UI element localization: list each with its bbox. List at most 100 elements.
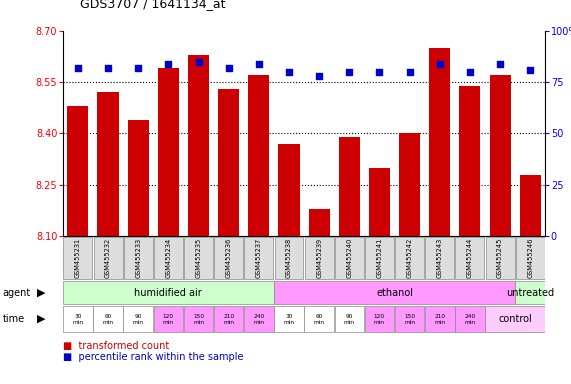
Bar xyxy=(395,306,424,332)
Bar xyxy=(158,68,179,236)
Text: 60
min: 60 min xyxy=(313,314,325,324)
Point xyxy=(526,67,535,73)
Bar xyxy=(63,306,93,332)
Bar xyxy=(429,48,451,236)
Bar xyxy=(94,237,123,280)
Bar xyxy=(274,306,304,332)
Bar xyxy=(304,306,334,332)
Point xyxy=(103,65,112,71)
Text: GSM455241: GSM455241 xyxy=(376,238,383,278)
Point xyxy=(254,61,263,67)
Bar xyxy=(365,237,394,280)
Bar xyxy=(425,306,455,332)
Text: ■  percentile rank within the sample: ■ percentile rank within the sample xyxy=(63,352,243,362)
Bar xyxy=(214,237,243,280)
Text: GSM455245: GSM455245 xyxy=(497,238,503,278)
Bar xyxy=(279,144,300,236)
Bar xyxy=(399,133,420,236)
Text: 210
min: 210 min xyxy=(223,314,234,324)
Point xyxy=(73,65,82,71)
Text: 150
min: 150 min xyxy=(193,314,204,324)
Point xyxy=(405,69,414,75)
Point xyxy=(194,58,203,65)
Bar xyxy=(184,237,213,280)
Text: GSM455231: GSM455231 xyxy=(75,238,81,278)
Text: untreated: untreated xyxy=(506,288,554,298)
Bar xyxy=(516,281,545,304)
Text: 90
min: 90 min xyxy=(132,314,144,324)
Text: 60
min: 60 min xyxy=(103,314,114,324)
Bar xyxy=(489,75,510,236)
Text: GSM455232: GSM455232 xyxy=(105,238,111,278)
Bar xyxy=(63,281,274,304)
Bar xyxy=(308,209,329,236)
Point xyxy=(345,69,354,75)
Text: GSM455246: GSM455246 xyxy=(527,238,533,278)
Bar xyxy=(520,174,541,236)
Text: GSM455243: GSM455243 xyxy=(437,238,443,278)
Bar xyxy=(98,92,119,236)
Text: agent: agent xyxy=(3,288,31,298)
Text: 120
min: 120 min xyxy=(163,314,174,324)
Text: 240
min: 240 min xyxy=(464,314,476,324)
Bar xyxy=(244,237,274,280)
Bar xyxy=(244,306,274,332)
Bar xyxy=(188,55,209,236)
Text: GSM455244: GSM455244 xyxy=(467,238,473,278)
Bar xyxy=(67,106,89,236)
Text: ■  transformed count: ■ transformed count xyxy=(63,341,169,351)
Bar xyxy=(123,306,153,332)
Bar xyxy=(275,237,303,280)
Point xyxy=(284,69,293,75)
Bar xyxy=(274,281,515,304)
Bar xyxy=(128,120,149,236)
Bar xyxy=(184,306,214,332)
Text: GSM455237: GSM455237 xyxy=(256,238,262,278)
Point xyxy=(134,65,143,71)
Bar xyxy=(459,86,480,236)
Bar xyxy=(218,89,239,236)
Text: 150
min: 150 min xyxy=(404,314,415,324)
Bar xyxy=(93,306,123,332)
Text: 240
min: 240 min xyxy=(253,314,264,324)
Point xyxy=(465,69,475,75)
Point xyxy=(224,65,233,71)
Text: GDS3707 / 1641134_at: GDS3707 / 1641134_at xyxy=(80,0,226,10)
Text: ▶: ▶ xyxy=(37,288,46,298)
Bar xyxy=(124,237,152,280)
Point xyxy=(375,69,384,75)
Point xyxy=(164,61,173,67)
Point xyxy=(435,61,444,67)
Text: humidified air: humidified air xyxy=(135,288,202,298)
Text: GSM455234: GSM455234 xyxy=(166,238,171,278)
Bar xyxy=(339,137,360,236)
Bar xyxy=(154,237,183,280)
Bar xyxy=(214,306,243,332)
Text: GSM455233: GSM455233 xyxy=(135,238,141,278)
Text: 30
min: 30 min xyxy=(73,314,83,324)
Bar xyxy=(305,237,333,280)
Text: GSM455239: GSM455239 xyxy=(316,238,322,278)
Text: GSM455238: GSM455238 xyxy=(286,238,292,278)
Point xyxy=(315,73,324,79)
Bar xyxy=(365,306,394,332)
Bar xyxy=(395,237,424,280)
Text: 30
min: 30 min xyxy=(283,314,295,324)
Bar xyxy=(154,306,183,332)
Text: GSM455236: GSM455236 xyxy=(226,238,232,278)
Point xyxy=(496,61,505,67)
Bar xyxy=(369,168,390,236)
Bar xyxy=(485,237,514,280)
Text: 90
min: 90 min xyxy=(344,314,355,324)
Bar xyxy=(425,237,455,280)
Bar xyxy=(335,306,364,332)
Bar xyxy=(63,237,93,280)
Text: GSM455240: GSM455240 xyxy=(346,238,352,278)
Text: 210
min: 210 min xyxy=(434,314,445,324)
Text: control: control xyxy=(498,314,532,324)
Text: GSM455242: GSM455242 xyxy=(407,238,413,278)
Bar xyxy=(335,237,364,280)
Text: 120
min: 120 min xyxy=(374,314,385,324)
Bar xyxy=(456,237,484,280)
Text: ethanol: ethanol xyxy=(376,288,413,298)
